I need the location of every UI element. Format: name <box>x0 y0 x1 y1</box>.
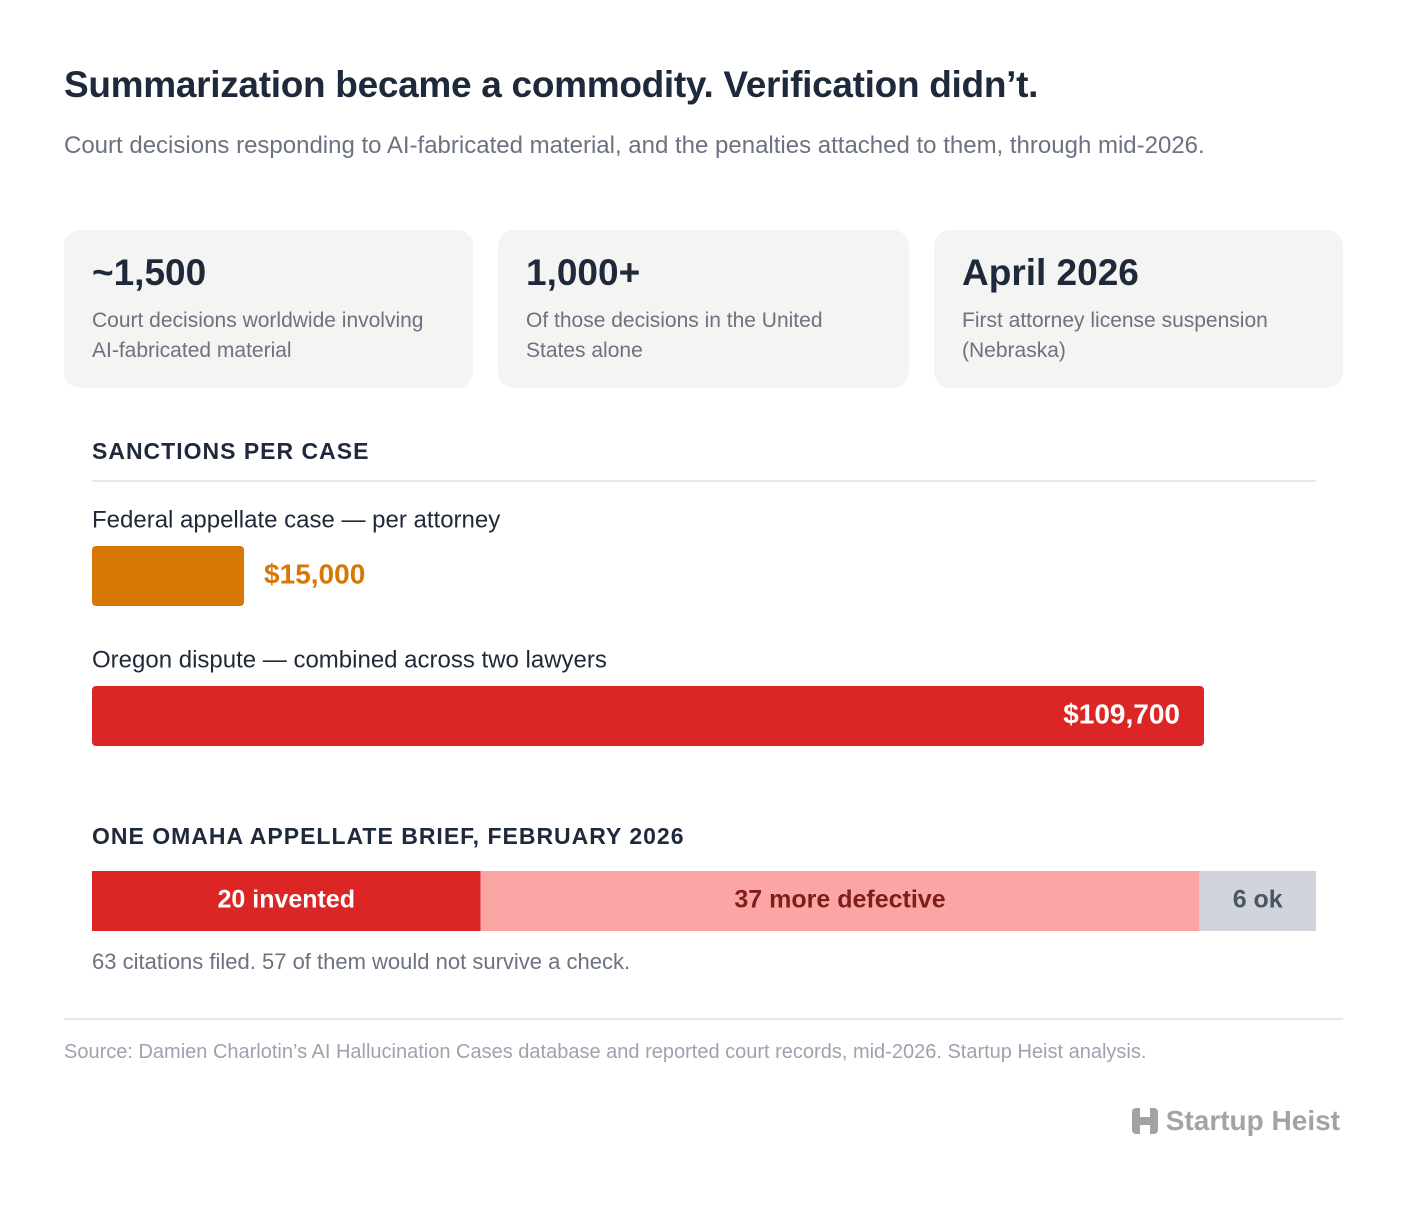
bar <box>92 546 245 606</box>
segment-label: 6 ok <box>1233 886 1283 914</box>
bar-value-label: $109,700 <box>1063 698 1180 729</box>
stat-value: 1,000+ <box>526 252 641 293</box>
bar-category: Federal appellate case — per attorney <box>92 506 500 533</box>
source: Source: Damien Charlotin’s AI Hallucinat… <box>64 1041 1147 1063</box>
stat-card: 1,000+ Of those decisions in the United … <box>498 230 909 388</box>
brand-icon <box>1131 1108 1158 1134</box>
stat-value: April 2026 <box>962 252 1139 293</box>
stat-label: First attorney license suspension (Nebra… <box>962 309 1268 362</box>
stacked-segment <box>92 871 481 931</box>
stat-label: Of those decisions in the United States … <box>526 309 823 362</box>
segment-label: 20 invented <box>218 886 356 914</box>
section-title: ONE OMAHA APPELLATE BRIEF, FEBRUARY 2026 <box>92 823 685 849</box>
stat-value: ~1,500 <box>92 252 207 293</box>
charts: SANCTIONS PER CASE Federal appellate case… <box>92 438 1316 974</box>
stat-card: ~1,500 Court decisions worldwide involvi… <box>64 230 473 388</box>
bar-value-label: $15,000 <box>264 558 365 589</box>
stacked-segment <box>480 871 1200 931</box>
stacked-segment <box>1199 871 1316 931</box>
brand: Startup Heist <box>1131 1105 1340 1137</box>
title: Summarization became a commodity. Verifi… <box>64 64 1039 105</box>
divider <box>64 1018 1343 1020</box>
chart-note: 63 citations filed. 57 of them would not… <box>92 949 630 974</box>
stat-label: Court decisions worldwide involving AI-f… <box>92 309 424 362</box>
subtitle: Court decisions responding to AI-fabrica… <box>64 132 1205 159</box>
bar <box>92 686 1204 746</box>
segment-label: 37 more defective <box>734 886 945 914</box>
brand-name: Startup Heist <box>1165 1105 1340 1136</box>
bar-category: Oregon dispute — combined across two law… <box>92 646 607 673</box>
section-title: SANCTIONS PER CASE <box>92 438 369 464</box>
stat-card: April 2026 First attorney license suspen… <box>934 230 1343 388</box>
